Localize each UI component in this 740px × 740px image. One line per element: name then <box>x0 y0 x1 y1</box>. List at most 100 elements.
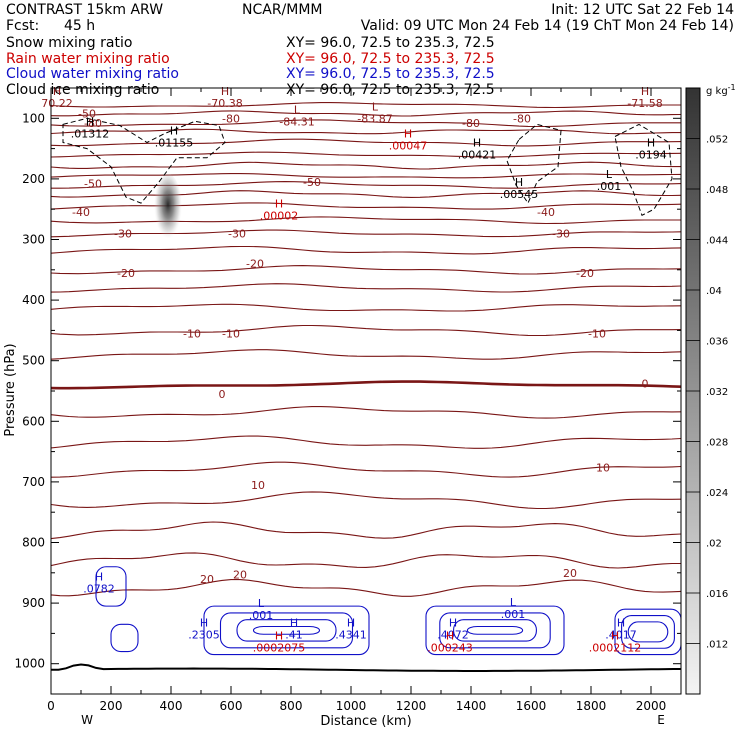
extremum-marker: H.0002112 <box>589 629 642 654</box>
x-tick-label: 1200 <box>396 699 427 713</box>
extremum-value: .00545 <box>500 188 539 201</box>
field-label: Cloud ice mixing ratio <box>6 82 159 98</box>
extremum-symbol: H <box>275 197 283 210</box>
isotherm-label: 0 <box>642 378 649 391</box>
isotherm-label: -40 <box>537 206 555 219</box>
isotherm-label: 10 <box>251 479 265 492</box>
extremum-marker: H.4072 <box>437 617 469 642</box>
ice-contour <box>506 123 562 205</box>
isotherm <box>51 181 681 189</box>
extremum-value: .4017 <box>605 629 637 642</box>
colorbar-unit: g kg-1 <box>706 83 736 97</box>
isotherm-label: -20 <box>117 267 135 280</box>
isotherm-label: -50 <box>84 178 102 191</box>
extremum-marker: L.001 <box>597 168 622 193</box>
extremum-marker: H.00047 <box>389 128 428 153</box>
extremum-marker: H.00545 <box>500 176 539 201</box>
extremum-symbol: H <box>515 176 523 189</box>
extremum-marker: H-71.58 <box>627 85 662 110</box>
isotherm-label: -80 <box>222 112 240 125</box>
temperature-contours <box>51 102 681 597</box>
x-tick-label: 800 <box>280 699 303 713</box>
isotherm <box>51 435 681 449</box>
extremum-symbol: L <box>510 596 517 609</box>
isotherm <box>51 579 681 597</box>
x-axis-label: Distance (km) <box>320 714 411 729</box>
y-tick-label: 800 <box>22 536 45 550</box>
extremum-symbol: H <box>200 617 208 630</box>
isotherm <box>51 161 681 170</box>
extremum-marker: H.00002 <box>260 197 299 222</box>
extremum-value: .01155 <box>155 137 194 150</box>
isotherm-label: -10 <box>222 327 240 340</box>
init-time: Init: 12 UTC Sat 22 Feb 14 <box>551 2 734 18</box>
isotherm <box>51 202 681 210</box>
extremum-marker: H.4341 <box>335 617 367 642</box>
extremum-symbol: H <box>449 617 457 630</box>
cloud-water-contour <box>614 608 681 656</box>
cloud-water-contour <box>453 619 537 642</box>
extremum-symbol: H <box>290 617 298 630</box>
extremum-symbol: H <box>404 128 412 141</box>
colorbar-tick-label: .032 <box>706 387 728 398</box>
x-tick-label: 0 <box>47 699 55 713</box>
isotherm <box>51 102 681 109</box>
extremum-value: .4072 <box>437 629 469 642</box>
cloud-water-contour <box>627 621 669 643</box>
cloud-water-contour <box>236 619 337 642</box>
extremum-value: .0002075 <box>253 641 306 654</box>
extremum-value: .0002112 <box>589 641 642 654</box>
x-tick-label: 600 <box>220 699 243 713</box>
ice-contour <box>614 123 673 217</box>
extremum-symbol: H <box>473 137 481 150</box>
colorbar-tick-label: .024 <box>706 488 728 499</box>
x-tick-label: 2000 <box>636 699 667 713</box>
extremum-value: .001 <box>249 609 274 622</box>
colorbar-tick-label: .036 <box>706 337 728 348</box>
plot-frame <box>50 87 682 695</box>
field-xy: XY= 96.0, 72.5 to 235.3, 72.5 <box>286 66 495 82</box>
isotherm-label: -30 <box>228 227 246 240</box>
extremum-value: .4341 <box>335 629 367 642</box>
x-tick-label: 400 <box>160 699 183 713</box>
isotherm <box>51 283 681 293</box>
extremum-symbol: H <box>86 115 94 128</box>
cloud-water-contour <box>219 612 354 649</box>
extremum-value: .001 <box>597 180 622 193</box>
extremum-marker: L.001 <box>501 596 526 621</box>
x-tick-label: 1600 <box>516 699 547 713</box>
extremum-value: -84.31 <box>279 115 314 128</box>
model-title: CONTRAST 15km ARW <box>6 2 163 18</box>
field-xy: XY= 96.0, 72.5 to 235.3, 72.5 <box>286 35 495 51</box>
extremum-symbol: H <box>611 629 619 642</box>
isotherm <box>51 406 681 419</box>
isotherm-label: -80 <box>513 112 531 125</box>
valid-time: Valid: 09 UTC Mon 24 Feb 14 (19 ChT Mon … <box>361 18 734 34</box>
contour-labels: -50-80 -80 -80 -80-50 -50-40 -40-30 -30 -30-20-… <box>41 85 667 654</box>
isotherm-label: -20 <box>246 258 264 271</box>
extremum-value: .2305 <box>188 629 220 642</box>
isotherm <box>51 324 681 337</box>
isotherm-label: -50 <box>78 107 96 120</box>
isotherm <box>51 119 681 128</box>
isotherm-label: 20 <box>233 569 247 582</box>
extremum-marker: L-83.87 <box>357 100 392 125</box>
extremum-marker: L.001 <box>249 597 274 622</box>
extremum-marker: H.0002075 <box>253 629 306 654</box>
colorbar-tick-label: .012 <box>706 640 728 651</box>
isotherm-label: 20 <box>563 567 577 580</box>
isotherm <box>51 190 681 198</box>
extremum-value: .000243 <box>427 641 473 654</box>
isotherm <box>51 151 681 158</box>
cloud-water-contour <box>439 612 551 649</box>
colorbar-tick-label: .048 <box>706 185 728 196</box>
ice-contour <box>62 117 226 204</box>
isotherm-label: -30 <box>552 227 570 240</box>
isotherm-label: 0 <box>219 388 226 401</box>
extremum-symbol: L <box>372 100 379 113</box>
isotherm-label: 20 <box>200 573 214 586</box>
colorbar-tick-label: .028 <box>706 438 728 449</box>
extremum-marker: L-84.31 <box>279 103 314 128</box>
